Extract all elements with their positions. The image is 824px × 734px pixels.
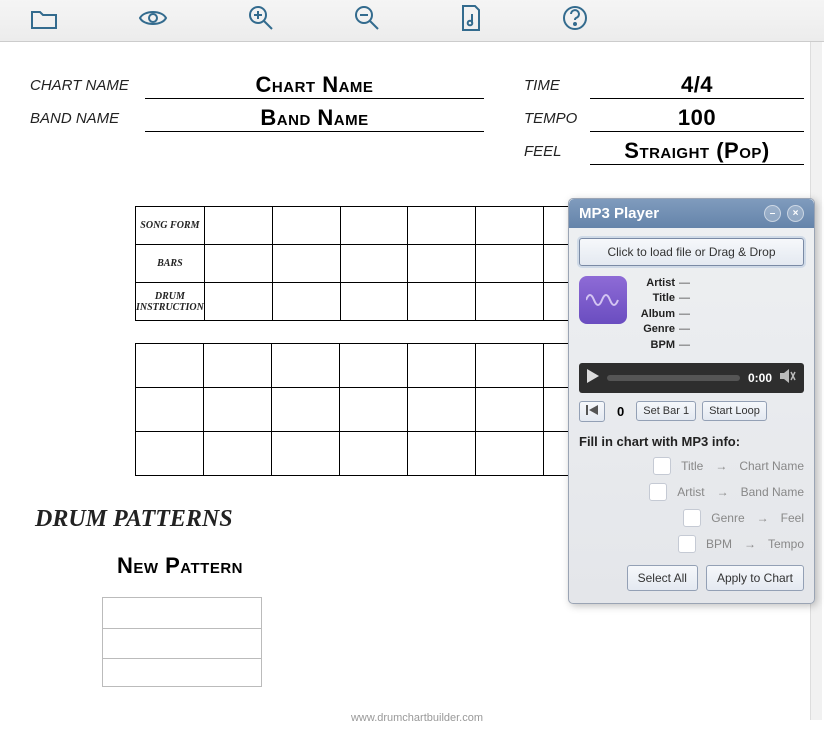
zoom-out-icon[interactable]	[354, 5, 380, 36]
mp3-player-title: MP3 Player	[579, 205, 659, 222]
close-icon[interactable]: ×	[787, 205, 804, 222]
music-file-icon[interactable]	[460, 4, 482, 37]
pattern-box[interactable]	[102, 597, 262, 687]
toolbar	[0, 0, 824, 42]
tempo-field[interactable]: 100	[590, 105, 804, 132]
bar-counter: 0	[611, 404, 630, 419]
drum-instruction-header: DRUM INSTRUCTION	[136, 283, 205, 321]
mp3-metadata: Artist— Title— Album— Genre— BPM—	[635, 276, 690, 353]
mute-icon[interactable]	[780, 369, 796, 386]
band-name-label: BAND NAME	[30, 110, 145, 127]
feel-field[interactable]: Straight (Pop)	[590, 138, 804, 165]
band-name-field[interactable]: Band Name	[145, 105, 484, 132]
chart-name-field[interactable]: Chart Name	[145, 72, 484, 99]
chart-name-label: CHART NAME	[30, 77, 145, 94]
song-form-header: SONG FORM	[136, 207, 205, 245]
minimize-icon[interactable]: –	[764, 205, 781, 222]
map-row-title: Title→Chart Name	[579, 457, 804, 475]
map-row-artist: Artist→Band Name	[579, 483, 804, 501]
feel-label: FEEL	[524, 143, 590, 160]
play-icon[interactable]	[587, 369, 599, 386]
help-icon[interactable]	[562, 5, 588, 36]
load-file-button[interactable]: Click to load file or Drag & Drop	[579, 238, 804, 266]
map-row-bpm: BPM→Tempo	[579, 535, 804, 553]
bars-header: BARS	[136, 245, 205, 283]
map-checkbox-bpm[interactable]	[678, 535, 696, 553]
player-bar: 0:00	[579, 363, 804, 393]
map-checkbox-artist[interactable]	[649, 483, 667, 501]
map-row-genre: Genre→Feel	[579, 509, 804, 527]
apply-to-chart-button[interactable]: Apply to Chart	[706, 565, 804, 591]
map-checkbox-genre[interactable]	[683, 509, 701, 527]
time-display: 0:00	[748, 371, 772, 385]
set-bar-button[interactable]: Set Bar 1	[636, 401, 696, 421]
zoom-in-icon[interactable]	[248, 5, 274, 36]
progress-bar[interactable]	[607, 375, 740, 381]
time-label: TIME	[524, 77, 590, 94]
mp3-player-titlebar[interactable]: MP3 Player – ×	[569, 199, 814, 228]
mp3-player-panel: MP3 Player – × Click to load file or Dra…	[568, 198, 815, 604]
folder-icon[interactable]	[30, 6, 58, 35]
fill-chart-title: Fill in chart with MP3 info:	[579, 434, 804, 449]
rewind-button[interactable]	[579, 401, 605, 422]
album-art-icon	[579, 276, 627, 324]
footer-url: www.drumchartbuilder.com	[30, 712, 804, 724]
new-pattern-label[interactable]: New Pattern	[80, 553, 280, 579]
map-checkbox-title[interactable]	[653, 457, 671, 475]
start-loop-button[interactable]: Start Loop	[702, 401, 767, 421]
eye-icon[interactable]	[138, 6, 168, 35]
select-all-button[interactable]: Select All	[627, 565, 698, 591]
time-field[interactable]: 4/4	[590, 72, 804, 99]
tempo-label: TEMPO	[524, 110, 590, 127]
